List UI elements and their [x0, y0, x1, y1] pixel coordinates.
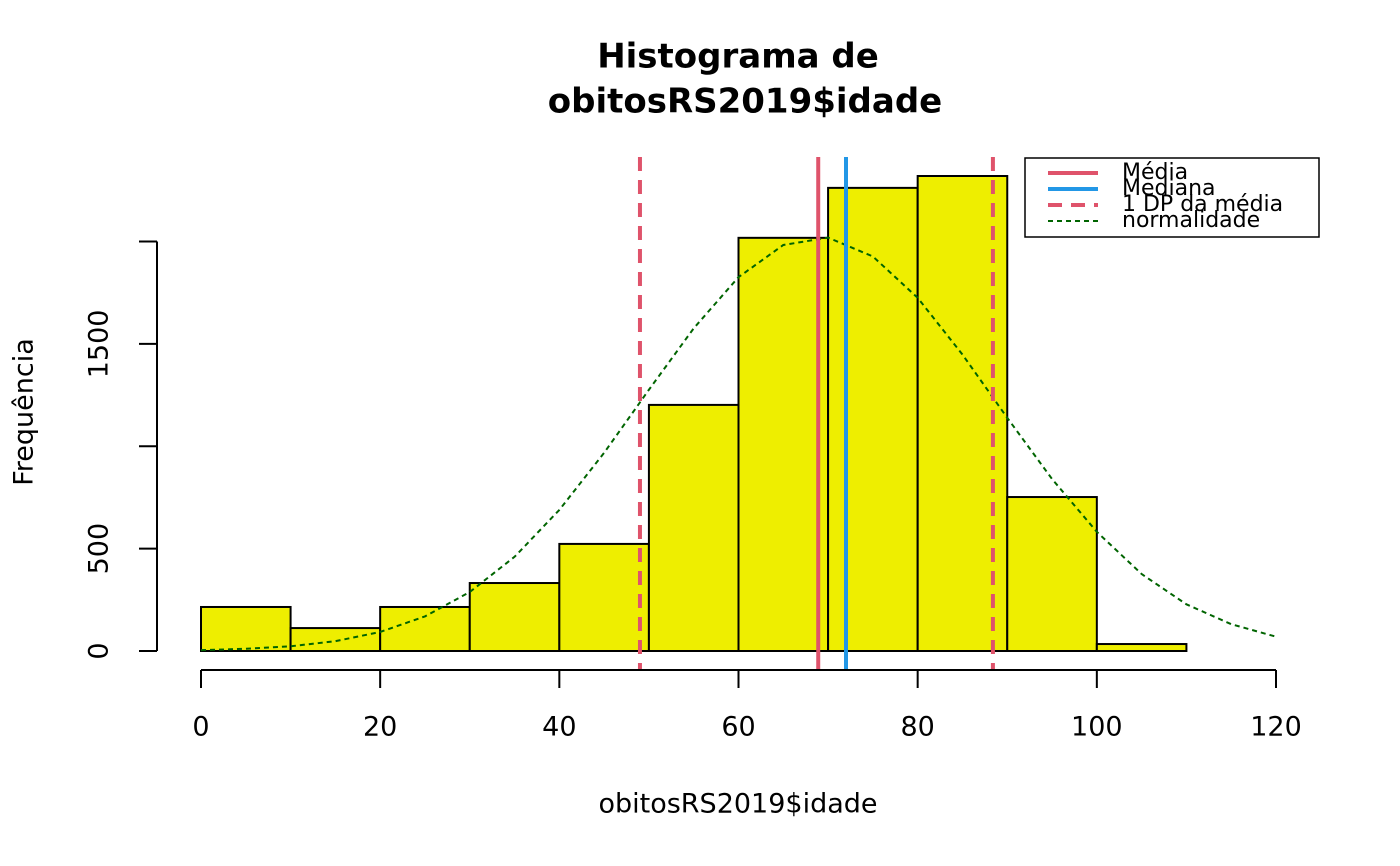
y-tick-label: 500	[84, 523, 115, 575]
y-tick-label: 1500	[84, 310, 115, 379]
x-tick-label: 100	[1071, 712, 1123, 743]
x-tick-label: 0	[192, 712, 209, 743]
bar	[647, 403, 740, 652]
chart-title: Histograma de	[597, 37, 879, 77]
bar	[1095, 643, 1188, 653]
normal-curve	[200, 236, 1277, 652]
bar	[737, 236, 830, 652]
x-tick-label: 60	[721, 712, 755, 743]
legend-label: 1 DP da média	[1122, 192, 1283, 217]
x-tick-label: 80	[900, 712, 934, 743]
bar	[827, 186, 919, 652]
y-axis-label: Frequência	[9, 338, 40, 486]
chart-title: obitosRS2019$idade	[548, 82, 943, 122]
legend-label: Mediana	[1122, 176, 1216, 201]
legend-label: normalidade	[1122, 208, 1260, 233]
x-axis-label: obitosRS2019$idade	[598, 789, 877, 820]
x-tick-label: 40	[542, 712, 576, 743]
x-tick-label: 120	[1250, 712, 1302, 743]
legend-label: Média	[1122, 160, 1188, 185]
y-tick-label: 0	[84, 642, 115, 659]
bar	[558, 542, 650, 653]
bar	[1006, 496, 1098, 652]
bar	[468, 582, 561, 653]
bar	[379, 605, 471, 652]
bar	[289, 627, 382, 653]
x-tick-label: 20	[363, 712, 397, 743]
bar	[200, 605, 292, 652]
